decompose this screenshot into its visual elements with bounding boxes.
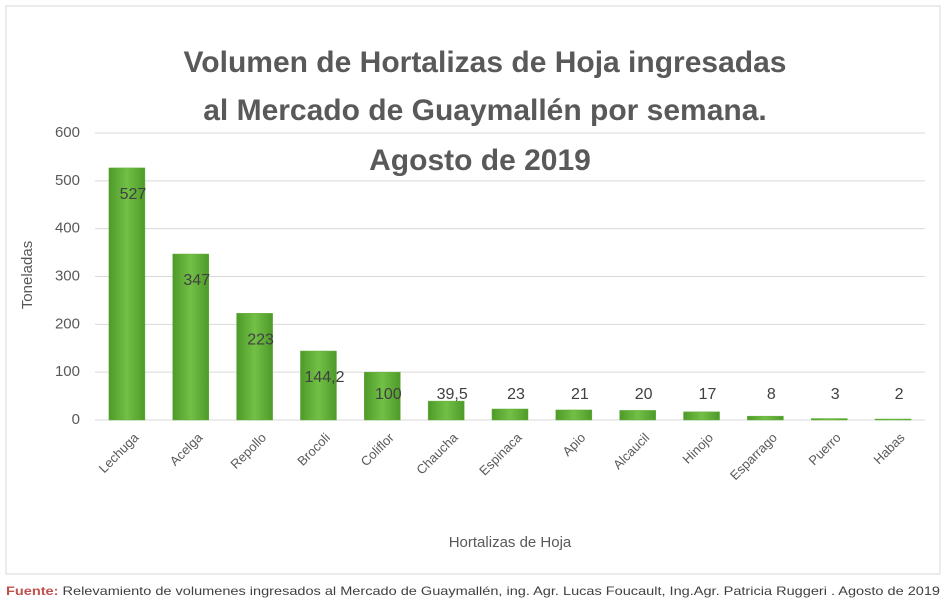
chart-title: al Mercado de Guaymallén por semana. [203,94,767,127]
bar [810,418,848,421]
y-axis-label: Toneladas [19,241,36,309]
bar [683,411,720,421]
y-tick-label: 200 [55,315,80,332]
bar [747,415,784,421]
data-label: 17 [699,386,717,403]
bar [491,408,529,421]
data-label: 23 [507,386,525,403]
bar [619,410,656,421]
data-label: 8 [767,386,776,403]
y-tick-label: 300 [55,267,80,284]
chart-frame [5,5,941,575]
data-label: 223 [247,332,274,349]
x-axis-label: Hortalizas de Hoja [449,534,572,551]
bar [874,418,912,421]
source-text: Relevamiento de volumenes ingresados al … [63,584,941,598]
bar [172,253,210,421]
data-label: 347 [183,272,210,289]
y-tick-label: 500 [55,172,80,189]
bar [555,409,593,421]
y-tick-label: 400 [55,220,80,237]
data-label: 144,2 [304,369,344,386]
chart-title: Volumen de Hortalizas de Hoja ingresadas [184,46,787,79]
source-note: Fuente: Relevamiento de volumenes ingres… [6,584,940,598]
y-tick-label: 600 [55,124,80,141]
chart-title: Agosto de 2019 [369,144,591,177]
data-label: 527 [120,186,147,203]
bar [364,371,401,421]
source-label: Fuente: [6,584,58,598]
data-label: 21 [571,386,589,403]
bar [236,313,273,421]
y-tick-label: 100 [55,363,80,380]
data-label: 2 [895,386,904,403]
data-label: 3 [831,386,840,403]
bar [300,350,337,421]
y-tick-label: 0 [72,411,80,428]
bar [108,167,146,421]
data-label: 39,5 [437,386,468,403]
bar [427,400,465,421]
data-label: 20 [635,386,653,403]
data-label: 100 [375,386,402,403]
